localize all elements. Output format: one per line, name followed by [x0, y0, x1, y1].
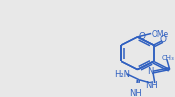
Text: H₂N: H₂N	[114, 70, 130, 79]
Text: NH: NH	[145, 81, 158, 90]
Text: N: N	[147, 67, 153, 76]
Text: NH: NH	[129, 89, 142, 97]
Text: CH₃: CH₃	[161, 55, 174, 61]
Text: O: O	[160, 35, 167, 44]
Text: O: O	[139, 32, 146, 41]
Text: OMe: OMe	[151, 30, 169, 39]
